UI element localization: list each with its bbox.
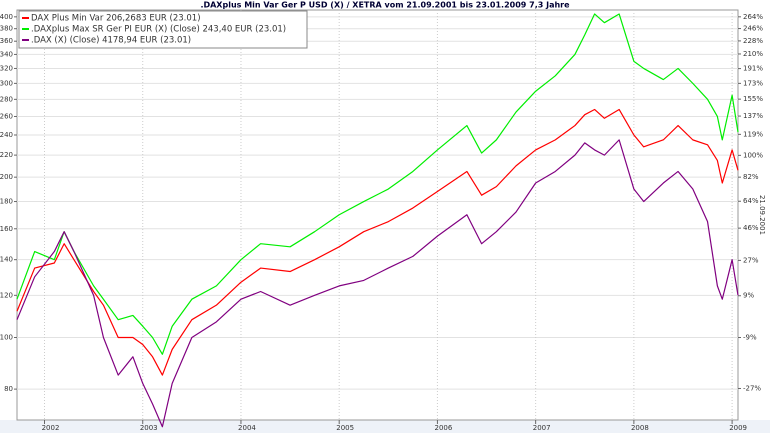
legend-box (18, 10, 308, 49)
y-tick-label: 120 (0, 291, 13, 299)
x-tick-label: 2003 (140, 424, 158, 432)
x-tick-label: 2008 (631, 424, 649, 432)
y2-tick-label: 264% (743, 13, 763, 21)
legend-label: .DAXplus Max SR Ger PI EUR (X) (Close) 2… (31, 25, 286, 35)
plot-area (16, 9, 739, 421)
y2-tick-label: 119% (743, 130, 763, 138)
y-tick-label: 220 (0, 151, 13, 159)
y2-tick-label: 82% (743, 173, 759, 181)
x-axis-band (0, 420, 770, 433)
y-tick-label: 280 (0, 95, 13, 103)
x-tick-label: 2009 (729, 424, 747, 432)
side-label: 21.09.2001 (758, 195, 766, 235)
y-tick-label: 300 (0, 79, 13, 87)
x-tick-label: 2005 (336, 424, 354, 432)
y2-tick-label: 27% (743, 256, 759, 264)
y2-tick-label: 155% (743, 95, 763, 103)
y-tick-label: 360 (0, 37, 13, 45)
series-line (16, 139, 739, 428)
legend-label: .DAX (X) (Close) 4178,94 EUR (23.01) (31, 36, 191, 46)
y-tick-label: 380 (0, 25, 13, 33)
y2-tick-label: 46% (743, 224, 759, 232)
y2-tick-label: 64% (743, 197, 759, 205)
y2-tick-label: 210% (743, 50, 763, 58)
y-tick-label: 340 (0, 50, 13, 58)
y2-tick-label: 191% (743, 65, 763, 73)
y-tick-label: 240 (0, 131, 13, 139)
x-tick-label: 2004 (238, 424, 256, 432)
y-tick-label: 260 (0, 112, 13, 120)
y-tick-label: 200 (0, 173, 13, 181)
y2-tick-label: 9% (743, 292, 754, 300)
y-tick-label: 180 (0, 198, 13, 206)
legend-label: DAX Plus Min Var 206,2683 EUR (23.01) (31, 14, 201, 24)
y2-tick-label: 137% (743, 112, 763, 120)
y-tick-label: 80 (4, 385, 13, 393)
y-tick-label: 160 (0, 225, 13, 233)
x-tick-label: 2006 (435, 424, 453, 432)
y-tick-label: 100 (0, 333, 13, 341)
chart-title: .DAXplus Min Var Ger P USD (X) / XETRA v… (200, 1, 570, 10)
y2-tick-label: 246% (743, 25, 763, 33)
series-line (16, 108, 739, 376)
y2-tick-label: 173% (743, 79, 763, 87)
y2-tick-label: 100% (743, 151, 763, 159)
y-tick-label: 140 (0, 256, 13, 264)
y-tick-label: 400 (0, 13, 13, 21)
series-line (16, 13, 739, 355)
y-tick-label: 320 (0, 64, 13, 72)
x-tick-label: 2002 (42, 424, 60, 432)
x-tick-label: 2007 (533, 424, 551, 432)
y2-tick-label: -27% (743, 384, 761, 392)
y2-tick-label: -9% (743, 333, 757, 341)
y2-tick-label: 228% (743, 37, 763, 45)
